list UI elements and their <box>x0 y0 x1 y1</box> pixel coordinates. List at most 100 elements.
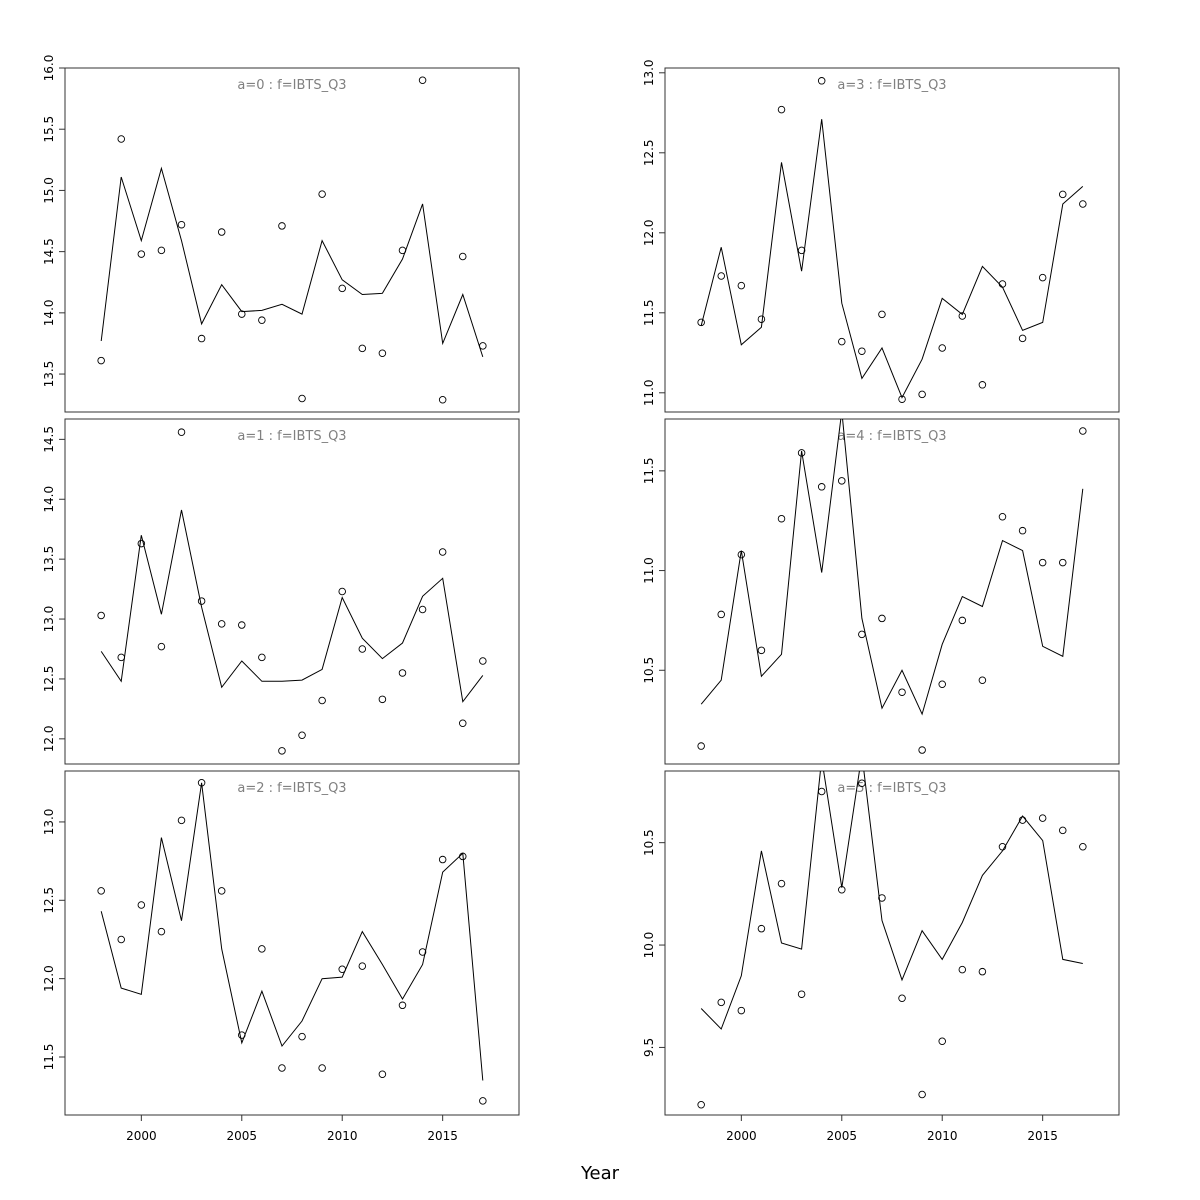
y-tick-label: 11.5 <box>642 299 656 326</box>
panel-2: a=1 : f=IBTS_Q3 12.0 12.5 13.0 13.5 14.0 14.5 <box>42 418 520 765</box>
fitted-line <box>100 509 484 703</box>
observed-point <box>1018 334 1027 343</box>
y-tick-label: 13.0 <box>642 59 656 86</box>
panel-frame <box>64 67 520 413</box>
y-tick-label: 13.5 <box>42 546 56 573</box>
x-tick-label: 2005 <box>827 1129 858 1143</box>
observed-point <box>1059 190 1067 199</box>
observed-point <box>338 284 346 293</box>
x-tick-label: 2000 <box>726 1129 757 1143</box>
observed-point <box>338 965 346 974</box>
x-tick-label: 2005 <box>227 1129 258 1143</box>
y-tick-label: 11.0 <box>642 379 656 406</box>
observed-point <box>797 246 806 255</box>
observed-point <box>958 965 967 974</box>
y-tick-label: 16.0 <box>42 55 56 82</box>
y-tick-label: 12.5 <box>42 666 56 693</box>
observed-point <box>858 347 866 355</box>
observed-point <box>137 901 146 909</box>
y-tick-label: 10.5 <box>642 657 656 684</box>
observed-point <box>878 614 886 623</box>
observed-point <box>777 879 786 888</box>
panel-label: a=4 : f=IBTS_Q3 <box>837 429 946 444</box>
observed-point <box>117 653 125 662</box>
observed-point <box>757 924 766 933</box>
y-tick-label: 14.0 <box>42 486 56 513</box>
observed-point <box>438 855 447 864</box>
observed-point <box>459 852 467 861</box>
observed-point <box>479 342 487 350</box>
panel-label: a=3 : f=IBTS_Q3 <box>837 78 946 93</box>
panel-0: a=0 : f=IBTS_Q3 13.5 14.0 14.5 15.0 15.5 16.0 <box>42 55 520 413</box>
observed-point <box>278 1064 286 1072</box>
panel-frame <box>64 770 520 1116</box>
observed-point <box>998 843 1007 851</box>
panel-label: a=5 : f=IBTS_Q3 <box>837 781 946 796</box>
observed-point <box>398 1001 407 1010</box>
observed-point <box>97 356 105 365</box>
y-tick-label: 14.0 <box>42 299 56 326</box>
observed-point <box>697 318 705 327</box>
observed-point <box>838 337 846 346</box>
observed-point <box>998 280 1007 288</box>
observed-point <box>918 746 926 754</box>
observed-point <box>177 428 186 436</box>
observed-point <box>238 310 246 318</box>
observed-point <box>1038 814 1047 822</box>
observed-point <box>217 620 226 628</box>
y-tick-label: 12.5 <box>42 887 56 914</box>
panel-frame <box>664 770 1120 1116</box>
observed-point <box>737 281 746 290</box>
observed-point <box>1018 816 1027 824</box>
observed-point <box>398 246 407 255</box>
x-tick-label: 2010 <box>327 1129 358 1143</box>
observed-point <box>318 190 326 198</box>
y-tick-label: 13.0 <box>42 606 56 633</box>
observed-point <box>717 272 725 280</box>
x-axis-title: Year <box>580 1163 620 1184</box>
observed-point <box>797 449 806 457</box>
observed-point <box>197 597 206 605</box>
observed-point <box>418 948 427 956</box>
observed-point <box>858 779 866 788</box>
x-tick-label: 2000 <box>126 1129 157 1143</box>
y-tick-label: 15.0 <box>42 177 56 204</box>
panel-label: a=0 : f=IBTS_Q3 <box>237 78 346 93</box>
observed-point <box>978 676 987 684</box>
observed-point <box>1038 273 1047 282</box>
observed-point <box>737 550 746 559</box>
observed-point <box>898 994 906 1003</box>
observed-point <box>898 688 906 696</box>
observed-point <box>418 605 427 614</box>
y-tick-label: 9.5 <box>642 1038 656 1057</box>
observed-point <box>418 76 427 84</box>
observed-point <box>838 886 846 894</box>
observed-point <box>817 787 826 796</box>
observed-point <box>1079 843 1087 851</box>
observed-point <box>318 1064 326 1072</box>
observed-point <box>378 1070 387 1079</box>
observed-point <box>238 1031 246 1039</box>
observed-point <box>757 646 766 655</box>
y-tick-label: 14.5 <box>42 426 56 453</box>
x-tick-label: 2010 <box>927 1129 958 1143</box>
observed-point <box>398 669 407 677</box>
observed-point <box>777 105 786 114</box>
observed-point <box>479 1097 487 1105</box>
panel-5: a=5 : f=IBTS_Q3 9.5 10.0 10.5 2000 2005 2010 20… <box>642 770 1120 1143</box>
observed-point <box>978 381 987 389</box>
observed-point <box>918 1090 926 1099</box>
observed-point <box>958 312 967 320</box>
y-tick-label: 11.0 <box>642 557 656 584</box>
observed-point <box>797 990 806 998</box>
observed-point <box>278 222 286 230</box>
y-tick-label: 10.5 <box>642 829 656 856</box>
observed-point <box>978 967 987 976</box>
fitted-line <box>100 166 484 358</box>
observed-point <box>697 742 705 750</box>
y-tick-label: 12.0 <box>642 219 656 246</box>
observed-point <box>177 220 186 229</box>
observed-point <box>1018 526 1027 535</box>
observed-point <box>318 696 326 705</box>
panel-label: a=2 : f=IBTS_Q3 <box>237 781 346 796</box>
